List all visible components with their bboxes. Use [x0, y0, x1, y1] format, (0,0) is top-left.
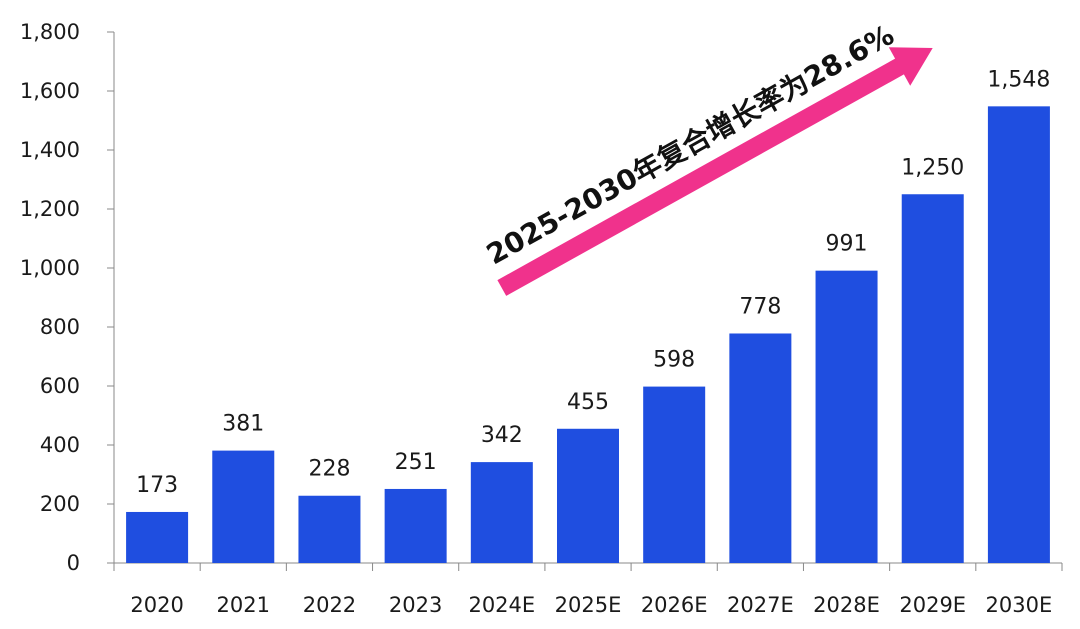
y-tick-label: 400: [40, 433, 80, 457]
x-tick-label: 2021: [217, 593, 270, 617]
bar: [901, 194, 964, 563]
data-label: 342: [481, 423, 523, 448]
data-label: 598: [653, 348, 695, 373]
x-tick-label: 2022: [303, 593, 356, 617]
bar: [643, 386, 706, 563]
x-tick-label: 2030E: [986, 593, 1053, 617]
data-label: 991: [826, 232, 868, 257]
data-label: 455: [567, 390, 609, 415]
y-axis: 0 200 400 600 800 1,000 1,200 1,400 1,600 1,800: [20, 20, 115, 575]
data-label: 1,250: [901, 155, 964, 180]
x-tick-label: 2025E: [555, 593, 622, 617]
data-label: 251: [395, 450, 437, 475]
x-axis: 2020 2021 2022 2023 2024E 2025E 2026E 2027E 2028…: [113, 562, 1063, 617]
bar: [298, 495, 361, 563]
x-tick-label: 2023: [389, 593, 442, 617]
bar: [470, 462, 533, 563]
y-tick-label: 1,400: [20, 138, 80, 162]
bar: [729, 333, 792, 563]
bar: [987, 106, 1050, 563]
x-tick-label: 2029E: [899, 593, 966, 617]
bars: [126, 106, 1050, 563]
y-tick-label: 1,800: [20, 20, 80, 44]
x-tick-label: 2024E: [468, 593, 535, 617]
y-tick-label: 800: [40, 315, 80, 339]
y-tick-label: 200: [40, 492, 80, 516]
bar: [815, 270, 878, 563]
y-tick-label: 1,200: [20, 197, 80, 221]
data-label: 381: [222, 412, 264, 437]
x-tick-label: 2028E: [813, 593, 880, 617]
bar: [557, 428, 619, 563]
bar: [212, 450, 275, 563]
x-tick-label: 2026E: [641, 593, 708, 617]
data-label: 173: [136, 473, 178, 498]
bar: [126, 511, 189, 563]
bar: [384, 488, 447, 563]
data-label: 778: [739, 294, 781, 319]
data-label: 228: [308, 457, 350, 482]
y-tick-label: 1,000: [20, 256, 80, 280]
y-tick-label: 1,600: [20, 79, 80, 103]
x-tick-label: 2027E: [727, 593, 794, 617]
x-tick-label: 2020: [130, 593, 183, 617]
data-label: 1,548: [987, 67, 1050, 92]
data-labels: 173 381 228 251 342 455 598 778 991 1,250 1,548: [136, 67, 1050, 498]
y-tick-label: 600: [40, 374, 80, 398]
growth-arrow-icon: [497, 47, 933, 296]
y-tick-label: 0: [67, 551, 80, 575]
